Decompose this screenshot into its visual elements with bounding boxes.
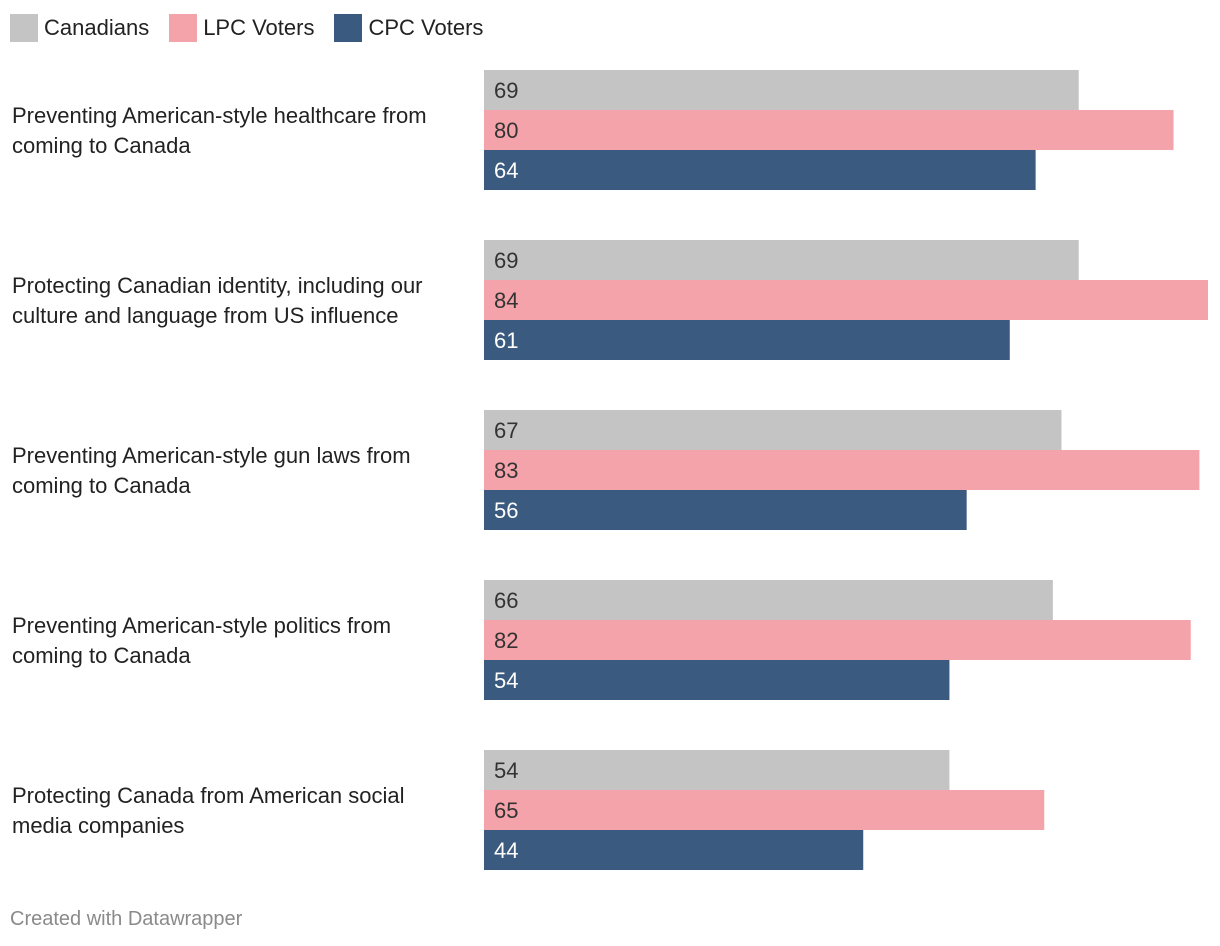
legend-item-lpc-voters: LPC Voters [169, 14, 314, 42]
data-label: 69 [494, 248, 518, 273]
data-label: 61 [494, 328, 518, 353]
legend-label-cpc-voters: CPC Voters [368, 15, 484, 40]
category-label-line: Preventing American-style healthcare fro… [12, 103, 427, 128]
data-label: 83 [494, 458, 518, 483]
legend-label-canadians: Canadians [44, 15, 150, 40]
bar [484, 750, 950, 790]
data-label: 65 [494, 798, 518, 823]
legend: Canadians LPC Voters CPC Voters [10, 13, 483, 43]
category-label-line: media companies [12, 813, 184, 838]
data-label: 64 [494, 158, 518, 183]
category-label: Protecting Canada from American social me… [12, 783, 405, 838]
bar [484, 70, 1079, 110]
category-label: Protecting Canadian identity, including … [12, 273, 423, 328]
data-label: 84 [494, 288, 518, 313]
legend-swatch-lpc-voters [169, 14, 198, 42]
data-label: 69 [494, 78, 518, 103]
legend-label-lpc-voters: LPC Voters [203, 15, 315, 40]
data-label: 82 [494, 628, 518, 653]
legend-item-canadians: Canadians [10, 14, 149, 42]
legend-swatch-canadians [10, 14, 38, 42]
bar [484, 150, 1036, 190]
bar [484, 790, 1045, 830]
category-label-line: Protecting Canada from American social [12, 783, 405, 808]
bar [484, 280, 1208, 320]
category-label-line: Preventing American-style gun laws from [12, 443, 411, 468]
category-label-line: Preventing American-style politics from [12, 613, 391, 638]
category-label: Preventing American-style gun laws from c… [12, 443, 411, 498]
data-label: 44 [494, 838, 518, 863]
data-label: 56 [494, 498, 518, 523]
data-label: 66 [494, 588, 518, 613]
bar [484, 830, 864, 870]
data-label: 54 [494, 668, 518, 693]
bar [484, 410, 1062, 450]
bar [484, 450, 1200, 490]
legend-item-cpc-voters: CPC Voters [334, 14, 483, 42]
bar [484, 660, 950, 700]
bar [484, 490, 967, 530]
category-label: Preventing American-style healthcare fro… [12, 103, 427, 158]
data-label: 54 [494, 758, 518, 783]
bar [484, 110, 1174, 150]
category-label-line: coming to Canada [12, 643, 191, 668]
bar [484, 320, 1010, 360]
bar [484, 620, 1191, 660]
category-label-line: coming to Canada [12, 133, 191, 158]
bar [484, 580, 1053, 620]
bar [484, 240, 1079, 280]
legend-swatch-cpc-voters [334, 14, 363, 42]
footer-credit: Created with Datawrapper [10, 908, 243, 930]
category-label: Preventing American-style politics from c… [12, 613, 391, 668]
category-label-line: coming to Canada [12, 473, 191, 498]
category-label-line: Protecting Canadian identity, including … [12, 273, 423, 298]
data-label: 80 [494, 118, 518, 143]
data-label: 67 [494, 418, 518, 443]
category-label-line: culture and language from US influence [12, 303, 398, 328]
